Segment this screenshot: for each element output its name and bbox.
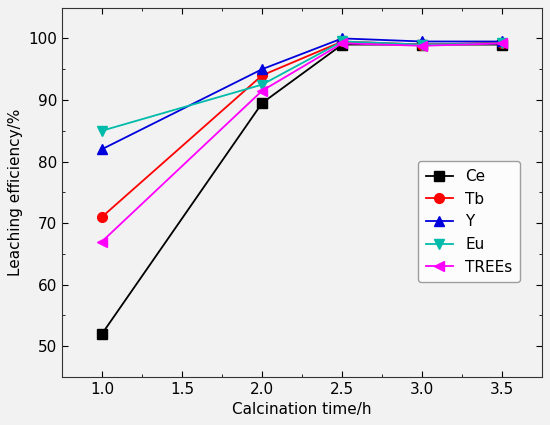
TREEs — [259, 88, 266, 93]
Eu — [339, 39, 345, 44]
Tb — [339, 39, 345, 44]
Eu — [419, 42, 426, 47]
Ce — [419, 42, 426, 47]
Line: Ce: Ce — [97, 40, 507, 339]
Tb — [98, 214, 105, 219]
Tb — [419, 42, 426, 47]
Y — [259, 67, 266, 72]
Ce — [339, 42, 345, 47]
Line: Tb: Tb — [97, 37, 507, 222]
Eu — [259, 82, 266, 87]
Legend: Ce, Tb, Y, Eu, TREEs: Ce, Tb, Y, Eu, TREEs — [418, 162, 520, 282]
TREEs — [339, 41, 345, 46]
Ce — [499, 42, 505, 47]
Y — [339, 36, 345, 41]
Ce — [259, 100, 266, 105]
X-axis label: Calcination time/h: Calcination time/h — [233, 402, 372, 417]
Y-axis label: Leaching efficiency/%: Leaching efficiency/% — [8, 109, 23, 276]
Eu — [98, 128, 105, 133]
TREEs — [98, 239, 105, 244]
Eu — [499, 41, 505, 46]
Line: TREEs: TREEs — [97, 39, 507, 246]
TREEs — [419, 43, 426, 48]
Y — [98, 147, 105, 152]
Tb — [499, 40, 505, 45]
TREEs — [499, 41, 505, 46]
Tb — [259, 73, 266, 78]
Line: Y: Y — [97, 34, 507, 154]
Line: Eu: Eu — [97, 37, 507, 136]
Y — [499, 39, 505, 44]
Y — [419, 39, 426, 44]
Ce — [98, 332, 105, 337]
